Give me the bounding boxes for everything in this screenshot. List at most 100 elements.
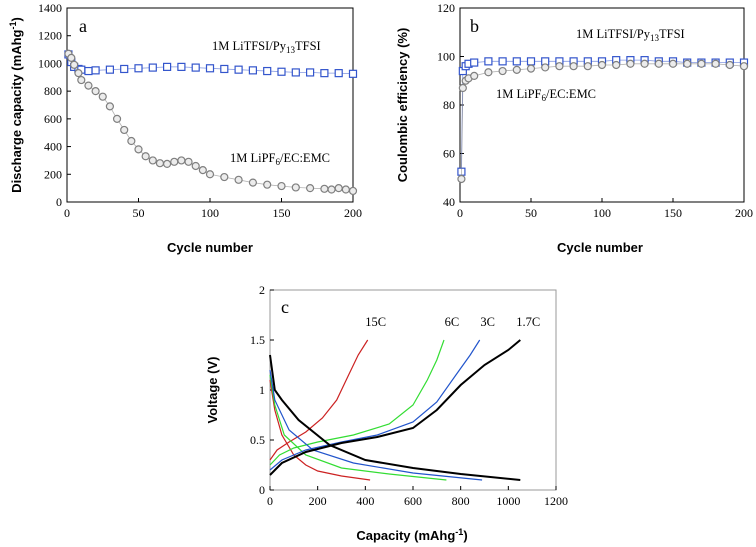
point-a-1m-lipf6-ec-emc-29 xyxy=(306,184,315,193)
panel-c-ylabel: Voltage (V) xyxy=(205,357,220,424)
point-a-1m-litfsi-py13tfsi-9 xyxy=(134,64,143,73)
annotation-litfsi-a: 1M LiTFSI/Py13TFSI xyxy=(212,39,321,55)
y-tick-label-a-4: 800 xyxy=(44,84,62,98)
panel-b-marks xyxy=(457,56,749,184)
point-a-1m-lipf6-ec-emc-17 xyxy=(170,157,179,166)
point-a-1m-lipf6-ec-emc-19 xyxy=(184,157,193,166)
point-b-1m-lipf6-ec-emc-14 xyxy=(612,60,621,70)
panel-a-label: a xyxy=(79,16,87,36)
point-b-1m-lipf6-ec-emc-8 xyxy=(526,64,536,73)
point-a-1m-lipf6-ec-emc-30 xyxy=(320,184,329,193)
panel-c: c 0 200 400 600 800 1000 1200 0 0.5 1 1.5 2 15C 6C 3C… xyxy=(205,283,568,543)
panel-c-frame xyxy=(269,289,557,491)
point-a-1m-lipf6-ec-emc-10 xyxy=(120,125,129,135)
panel-c-xlabel: Capacity (mAhg-1) xyxy=(356,527,467,543)
point-a-1m-lipf6-ec-emc-9 xyxy=(112,114,122,123)
point-a-1m-lipf6-ec-emc-2 xyxy=(70,60,79,69)
x-tick-label-c-1: 200 xyxy=(309,494,327,508)
annotation-lipf6-b: 1M LiPF6/EC:EMC xyxy=(496,87,596,103)
rate-label-3c: 3C xyxy=(480,315,495,329)
point-b-1m-lipf6-ec-emc-15 xyxy=(626,59,635,68)
point-a-1m-litfsi-py13tfsi-23 xyxy=(334,69,343,78)
x-tick-label-a-0: 0 xyxy=(64,206,70,220)
point-a-1m-litfsi-py13tfsi-5 xyxy=(84,66,93,76)
x-tick-label-b-0: 0 xyxy=(457,206,463,220)
point-b-1m-lipf6-ec-emc-18 xyxy=(668,59,678,68)
point-a-1m-litfsi-py13tfsi-6 xyxy=(91,66,100,75)
point-b-1m-litfsi-py13tfsi-7 xyxy=(512,57,521,66)
x-tick-label-c-6: 1200 xyxy=(544,494,568,508)
point-a-1m-litfsi-py13tfsi-24 xyxy=(348,69,358,78)
rate-label-6c: 6C xyxy=(445,315,460,329)
x-tick-label-a-1: 50 xyxy=(133,206,145,220)
point-a-1m-litfsi-py13tfsi-18 xyxy=(263,66,272,76)
x-tick-label-c-3: 600 xyxy=(404,494,422,508)
point-b-1m-lipf6-ec-emc-23 xyxy=(739,62,749,71)
point-a-1m-litfsi-py13tfsi-7 xyxy=(105,65,115,74)
ann-b-lipf6-part-1: 6 xyxy=(542,93,547,103)
ann-b-litfsi-part-0: 1M LiTFSI/Py xyxy=(576,27,651,41)
point-a-1m-lipf6-ec-emc-5 xyxy=(84,81,93,90)
panel-b-label: b xyxy=(470,16,479,36)
curve-discharge-6c xyxy=(269,374,447,481)
x-tick-label-c-2: 400 xyxy=(356,494,374,508)
panel-a-ylabel: Discharge capacity (mAhg-1) xyxy=(8,17,24,193)
point-a-1m-lipf6-ec-emc-3 xyxy=(74,69,83,78)
panel-a-xlabel: Cycle number xyxy=(167,240,253,255)
point-a-1m-litfsi-py13tfsi-8 xyxy=(120,64,129,74)
x-tick-label-a-2: 100 xyxy=(201,206,219,220)
point-a-1m-lipf6-ec-emc-26 xyxy=(263,180,272,189)
curve-discharge-3c xyxy=(269,369,483,481)
ann-b-lipf6-part-0: 1M LiPF xyxy=(496,87,542,101)
point-a-1m-lipf6-ec-emc-22 xyxy=(205,170,215,179)
ann-b-litfsi-part-2: TFSI xyxy=(659,27,685,41)
point-a-1m-lipf6-ec-emc-12 xyxy=(134,145,143,154)
panel-c-ticks: 0 200 400 600 800 1000 1200 0 0.5 1 1.5 2 xyxy=(250,283,568,508)
point-b-1m-lipf6-ec-emc-16 xyxy=(640,59,649,68)
panel-a-ylabel-end: ) xyxy=(9,17,24,21)
point-a-1m-litfsi-py13tfsi-19 xyxy=(277,67,286,76)
ann-a-lipf6-part-2: /EC:EMC xyxy=(280,151,330,165)
y-tick-label-a-1: 200 xyxy=(44,167,62,181)
point-a-1m-litfsi-py13tfsi-22 xyxy=(320,69,329,78)
y-tick-label-c-0: 0 xyxy=(259,483,265,497)
curve-charge-15c xyxy=(269,339,369,461)
point-b-1m-lipf6-ec-emc-1 xyxy=(458,83,467,93)
rate-label-15c: 15C xyxy=(365,315,386,329)
rate-label-1-7c: 1.7C xyxy=(516,315,540,329)
panel-b-ylabel: Coulombic efficiency (%) xyxy=(395,28,410,183)
point-a-1m-litfsi-py13tfsi-11 xyxy=(163,62,172,71)
point-a-1m-lipf6-ec-emc-14 xyxy=(148,156,157,165)
curve-discharge-1-7c xyxy=(269,354,521,481)
point-b-1m-litfsi-py13tfsi-8 xyxy=(526,57,536,66)
point-a-1m-lipf6-ec-emc-24 xyxy=(234,175,243,184)
point-a-1m-lipf6-ec-emc-1 xyxy=(67,53,76,62)
point-b-1m-lipf6-ec-emc-19 xyxy=(683,59,692,68)
point-b-1m-lipf6-ec-emc-10 xyxy=(555,62,564,71)
point-a-1m-lipf6-ec-emc-27 xyxy=(277,181,286,191)
point-b-1m-litfsi-py13tfsi-5 xyxy=(484,57,493,66)
ann-a-lipf6-part-0: 1M LiPF xyxy=(230,151,276,165)
point-a-1m-lipf6-ec-emc-4 xyxy=(77,75,86,85)
y-tick-label-c-1: 0.5 xyxy=(250,433,265,447)
panel-c-xlabel-sup: -1 xyxy=(455,527,463,537)
point-a-1m-lipf6-ec-emc-28 xyxy=(291,183,300,192)
point-a-1m-litfsi-py13tfsi-13 xyxy=(191,63,200,72)
point-b-1m-lipf6-ec-emc-9 xyxy=(541,63,550,72)
y-tick-label-b-2: 80 xyxy=(443,98,455,112)
x-tick-label-b-1: 50 xyxy=(525,206,537,220)
point-a-1m-litfsi-py13tfsi-17 xyxy=(248,66,257,75)
point-b-1m-lipf6-ec-emc-11 xyxy=(569,62,578,71)
point-b-1m-lipf6-ec-emc-21 xyxy=(711,59,720,68)
ann-a-lipf6-part-1: 6 xyxy=(276,157,281,167)
point-b-1m-lipf6-ec-emc-13 xyxy=(597,60,607,70)
panel-b: b 1M LiTFSI/Py13TFSI 1M LiPF6/EC:EMC 0 50… xyxy=(395,1,753,255)
curve-charge-6c xyxy=(269,339,445,466)
y-tick-label-a-3: 600 xyxy=(44,112,62,126)
annotation-lipf6-a: 1M LiPF6/EC:EMC xyxy=(230,151,330,167)
annotation-litfsi-b: 1M LiTFSI/Py13TFSI xyxy=(576,27,685,43)
point-a-1m-litfsi-py13tfsi-15 xyxy=(220,64,229,74)
curve-charge-1-7c xyxy=(269,339,521,476)
ann-a-litfsi-part-1: 13 xyxy=(286,45,296,55)
